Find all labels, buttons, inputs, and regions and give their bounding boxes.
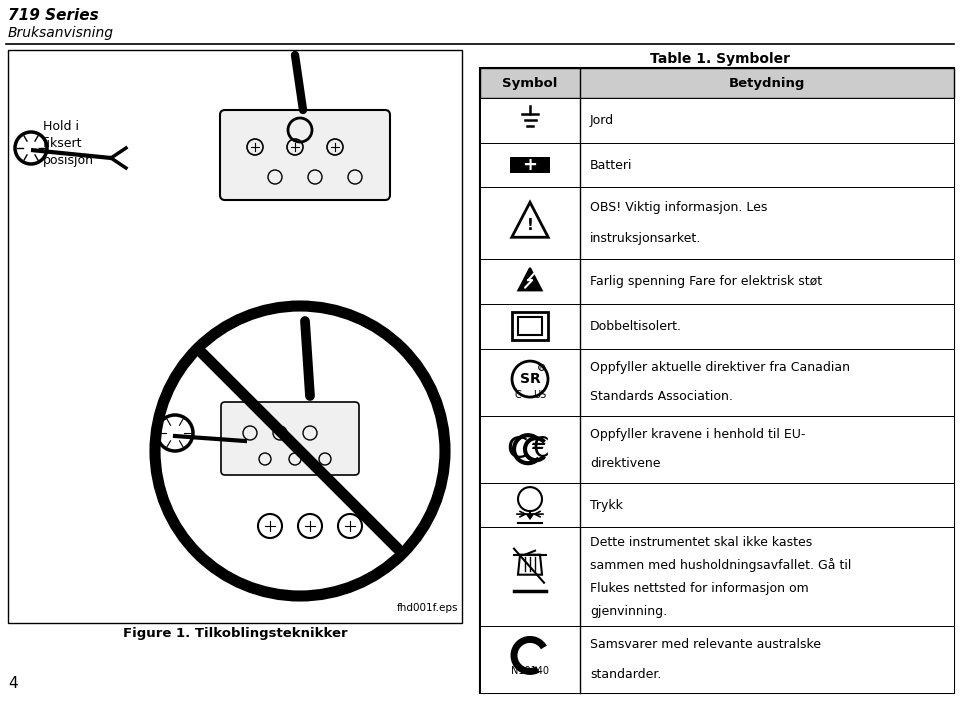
Bar: [480, 187, 954, 259]
Text: direktivene: direktivene: [590, 457, 660, 470]
Text: !: !: [527, 217, 534, 233]
Text: Oppfyller kravene i henhold til EU-: Oppfyller kravene i henhold til EU-: [590, 428, 805, 441]
Text: Batteri: Batteri: [590, 158, 633, 172]
Bar: [480, 304, 954, 348]
Text: C: C: [514, 390, 520, 400]
Text: Trykk: Trykk: [590, 498, 623, 512]
Text: US: US: [533, 390, 546, 400]
Bar: [8, 50, 462, 623]
Text: +: +: [522, 156, 538, 174]
Bar: [480, 626, 954, 693]
Text: Standards Association.: Standards Association.: [590, 390, 732, 403]
Text: C: C: [507, 435, 528, 463]
Bar: [480, 143, 954, 187]
Bar: [510, 157, 550, 173]
Polygon shape: [512, 203, 548, 237]
Text: OBS! Viktig informasjon. Les: OBS! Viktig informasjon. Les: [590, 201, 767, 215]
Text: Dobbeltisolert.: Dobbeltisolert.: [590, 320, 682, 333]
Bar: [480, 348, 954, 416]
Text: Farlig spenning Fare for elektrisk støt: Farlig spenning Fare for elektrisk støt: [590, 275, 822, 288]
Bar: [518, 317, 542, 335]
FancyBboxPatch shape: [221, 402, 359, 475]
Text: 4: 4: [8, 676, 17, 691]
Text: Dette instrumentet skal ikke kastes: Dette instrumentet skal ikke kastes: [590, 536, 812, 549]
Text: Bruksanvisning: Bruksanvisning: [8, 26, 114, 40]
Circle shape: [512, 361, 548, 397]
Bar: [480, 527, 954, 626]
Polygon shape: [518, 268, 541, 290]
Text: N10140: N10140: [511, 667, 549, 676]
Text: Betydning: Betydning: [729, 76, 805, 90]
Text: Samsvarer med relevante australske: Samsvarer med relevante australske: [590, 639, 821, 651]
Text: fhd001f.eps: fhd001f.eps: [396, 603, 458, 613]
Text: Oppfyller aktuelle direktiver fra Canadian: Oppfyller aktuelle direktiver fra Canadi…: [590, 361, 850, 374]
Bar: [480, 259, 954, 304]
Text: Symbol: Symbol: [502, 76, 558, 90]
Text: Flukes nettsted for informasjon om: Flukes nettsted for informasjon om: [590, 582, 808, 594]
Bar: [480, 68, 954, 693]
Text: Hold i
fiksert
posisjon: Hold i fiksert posisjon: [43, 120, 94, 167]
Text: R: R: [540, 365, 543, 370]
Text: sammen med husholdningsavfallet. Gå til: sammen med husholdningsavfallet. Gå til: [590, 558, 852, 572]
Text: gjenvinning.: gjenvinning.: [590, 604, 667, 618]
Bar: [480, 68, 954, 98]
Text: Figure 1. Tilkoblingsteknikker: Figure 1. Tilkoblingsteknikker: [123, 627, 348, 640]
Bar: [480, 483, 954, 527]
FancyBboxPatch shape: [220, 110, 390, 200]
Text: standarder.: standarder.: [590, 667, 661, 681]
Text: €: €: [532, 435, 550, 463]
Text: instruksjonsarket.: instruksjonsarket.: [590, 232, 701, 245]
Bar: [480, 416, 954, 483]
Text: Table 1. Symboler: Table 1. Symboler: [650, 52, 790, 66]
Bar: [512, 312, 548, 340]
Text: Jord: Jord: [590, 114, 614, 127]
Circle shape: [155, 306, 445, 596]
Text: 719 Series: 719 Series: [8, 8, 99, 23]
Text: SR: SR: [519, 372, 540, 386]
Bar: [480, 98, 954, 143]
Polygon shape: [525, 513, 535, 520]
